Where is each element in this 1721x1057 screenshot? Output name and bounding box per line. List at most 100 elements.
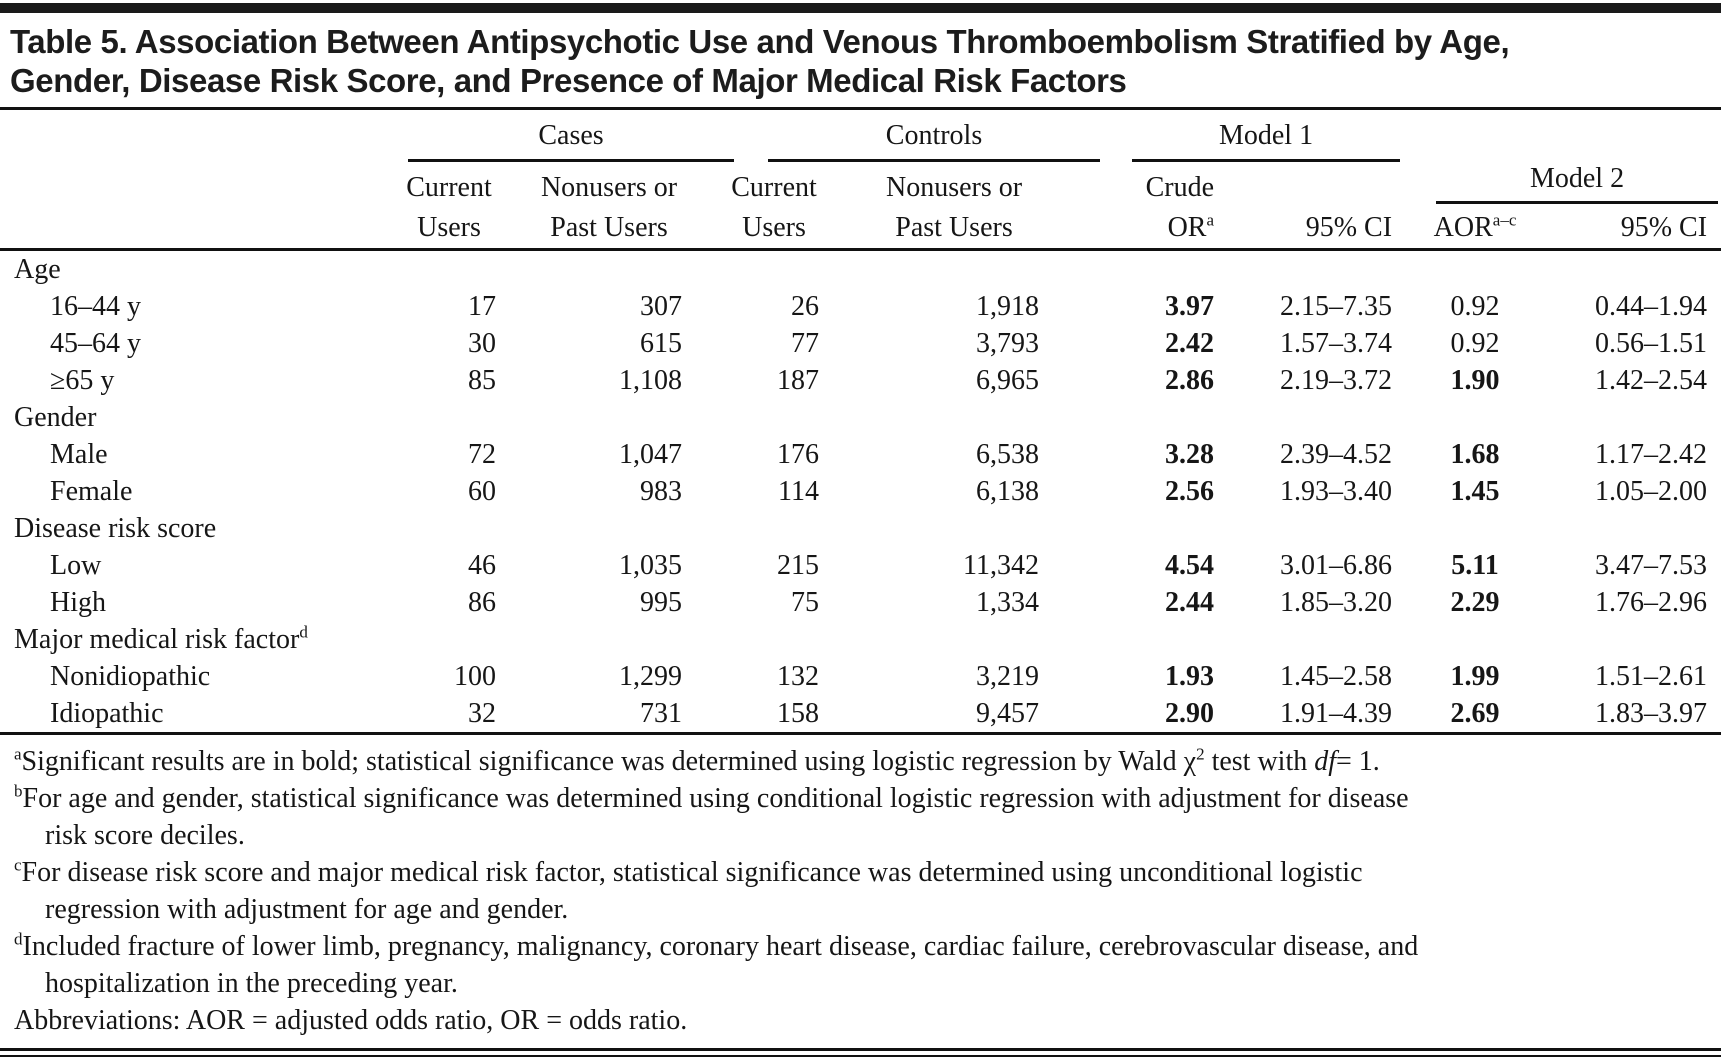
- cell-model1-ci: 2.39–4.52: [1280, 439, 1393, 470]
- col-header-controls-current-top: Current: [731, 172, 817, 203]
- cell-aor: 0.92: [1450, 328, 1500, 359]
- paper-table-figure: Table 5. Association Between Antipsychot…: [0, 3, 1721, 1057]
- table-row: Idiopathic 32 731 158 9,457 2.90 1.91–4.…: [0, 695, 1721, 735]
- cell-crude-or: 3.28: [1165, 439, 1215, 470]
- cell-crude-or: 2.44: [1165, 587, 1215, 618]
- cell-model2-ci: 0.56–1.51: [1595, 328, 1708, 359]
- cell-aor: 2.29: [1450, 587, 1500, 618]
- cell-model2-ci: 1.17–2.42: [1595, 439, 1708, 470]
- col-header-aor: AORa–c: [1400, 204, 1551, 251]
- cell-model1-ci: 1.45–2.58: [1280, 661, 1393, 692]
- cell-controls-current: 114: [778, 476, 820, 507]
- cell-crude-or: 2.42: [1165, 328, 1215, 359]
- table-row: High 86 995 75 1,334 2.44 1.85–3.20 2.29…: [0, 584, 1721, 621]
- cell-aor: 1.68: [1450, 439, 1500, 470]
- table-header: Cases Controls Model 1 Current Nonusers …: [0, 110, 1721, 251]
- data-table: Cases Controls Model 1 Current Nonusers …: [0, 110, 1721, 735]
- col-header-cases-nonusers-bottom: Past Users: [524, 204, 695, 251]
- cell-model2-ci: 1.05–2.00: [1595, 476, 1708, 507]
- row-label: Idiopathic: [0, 695, 374, 735]
- col-header-crude-top: Crude: [1145, 172, 1215, 203]
- col-header-cases-current-top: Current: [406, 172, 492, 203]
- section-label: Disease risk score: [14, 513, 217, 544]
- cell-model2-ci: 1.83–3.97: [1550, 695, 1721, 735]
- cell-model2-ci: 3.47–7.53: [1595, 550, 1708, 581]
- cell-model1-ci: 3.01–6.86: [1280, 550, 1393, 581]
- row-label: Male: [50, 439, 108, 470]
- group-header-row: Cases Controls Model 1: [0, 110, 1721, 162]
- table-row: Nonidiopathic 100 1,299 132 3,219 1.93 1…: [0, 658, 1721, 695]
- footnote-c-marker: c: [14, 855, 22, 875]
- df-symbol: df: [1314, 746, 1337, 777]
- column-header-row-top: Current Nonusers or Current Nonusers or …: [0, 162, 1721, 204]
- cell-cases-current: 17: [468, 291, 496, 322]
- col-header-cases-current-bottom: Users: [374, 204, 524, 251]
- section-label: Age: [14, 254, 61, 285]
- table-row: 16–44 y 17 307 26 1,918 3.97 2.15–7.35 0…: [0, 288, 1721, 325]
- cell-controls-current: 26: [791, 291, 820, 322]
- col-header-controls-nonusers-top: Nonusers or: [885, 172, 1023, 203]
- table-row: Female 60 983 114 6,138 2.56 1.93–3.40 1…: [0, 473, 1721, 510]
- footnote-marker-a-c: a–c: [1492, 210, 1517, 230]
- cell-cases-nonusers: 615: [640, 328, 683, 359]
- cell-aor: 2.69: [1400, 695, 1551, 735]
- row-label: 45–64 y: [50, 328, 141, 359]
- col-header-model1-ci: 95% CI: [1224, 204, 1401, 251]
- cell-cases-nonusers: 1,035: [619, 550, 683, 581]
- cell-crude-or: 2.56: [1165, 476, 1215, 507]
- footnote-b-marker: b: [14, 781, 23, 801]
- group-header-model2: Model 2: [1400, 162, 1721, 204]
- footnote-d-marker: d: [14, 929, 23, 949]
- section-label: Gender: [14, 402, 97, 433]
- group-label-cases: Cases: [538, 120, 604, 151]
- section-label: Major medical risk factord: [14, 622, 308, 655]
- cell-crude-or: 2.90: [1054, 695, 1225, 735]
- footnote-c: cFor disease risk score and major medica…: [14, 855, 1363, 925]
- footnotes: aSignificant results are in bold; statis…: [0, 735, 1721, 1039]
- cell-controls-current: 176: [777, 439, 820, 470]
- row-label: Female: [50, 476, 133, 507]
- cell-model1-ci: 1.93–3.40: [1280, 476, 1393, 507]
- cell-model1-ci: 1.91–4.39: [1224, 695, 1401, 735]
- cell-model1-ci: 1.57–3.74: [1280, 328, 1393, 359]
- cell-crude-or: 3.97: [1165, 291, 1215, 322]
- footnote-d: dIncluded fracture of lower limb, pregna…: [14, 929, 1419, 999]
- abbreviations-line: Abbreviations: AOR = adjusted odds ratio…: [14, 1005, 688, 1036]
- col-header-controls-current-bottom: Users: [694, 204, 855, 251]
- cell-aor: 0.92: [1450, 291, 1500, 322]
- cell-model1-ci: 2.19–3.72: [1280, 365, 1393, 396]
- cell-controls-nonusers: 6,965: [976, 365, 1040, 396]
- cell-crude-or: 1.93: [1165, 661, 1215, 692]
- cell-controls-current: 215: [777, 550, 820, 581]
- cell-cases-current: 85: [468, 365, 496, 396]
- cell-cases-current: 86: [468, 587, 496, 618]
- cell-cases-current: 72: [468, 439, 496, 470]
- footnote-b: bFor age and gender, statistical signifi…: [14, 781, 1409, 851]
- cell-cases-nonusers: 731: [524, 695, 695, 735]
- section-row-gender: Gender: [0, 399, 1721, 436]
- row-label: ≥65 y: [50, 365, 115, 396]
- group-header-cases: Cases: [374, 110, 735, 162]
- group-header-model1: Model 1: [1054, 110, 1401, 162]
- footnote-a: aSignificant results are in bold; statis…: [14, 744, 1380, 777]
- table-row: 45–64 y 30 615 77 3,793 2.42 1.57–3.74 0…: [0, 325, 1721, 362]
- section-row-age: Age: [0, 250, 1721, 289]
- cell-controls-nonusers: 3,219: [976, 661, 1040, 692]
- table-body: Age 16–44 y 17 307 26 1,918 3.97 2.15–7.…: [0, 250, 1721, 735]
- cell-model1-ci: 1.85–3.20: [1280, 587, 1393, 618]
- cell-crude-or: 2.86: [1165, 365, 1215, 396]
- cell-controls-current: 132: [777, 661, 820, 692]
- cell-controls-current: 187: [777, 365, 820, 396]
- group-label-controls: Controls: [885, 120, 983, 151]
- bottom-double-rule: [0, 1048, 1721, 1057]
- cell-controls-nonusers: 6,138: [976, 476, 1040, 507]
- cell-model1-ci: 2.15–7.35: [1280, 291, 1393, 322]
- footnote-a-marker: a: [14, 744, 22, 764]
- cell-model2-ci: 0.44–1.94: [1595, 291, 1708, 322]
- cell-aor: 1.99: [1450, 661, 1500, 692]
- cell-cases-nonusers: 995: [640, 587, 683, 618]
- group-header-controls: Controls: [694, 110, 1101, 162]
- table-row: Male 72 1,047 176 6,538 3.28 2.39–4.52 1…: [0, 436, 1721, 473]
- row-label: High: [50, 587, 106, 618]
- column-header-row-bottom: Users Past Users Users Past Users ORa 95…: [0, 204, 1721, 251]
